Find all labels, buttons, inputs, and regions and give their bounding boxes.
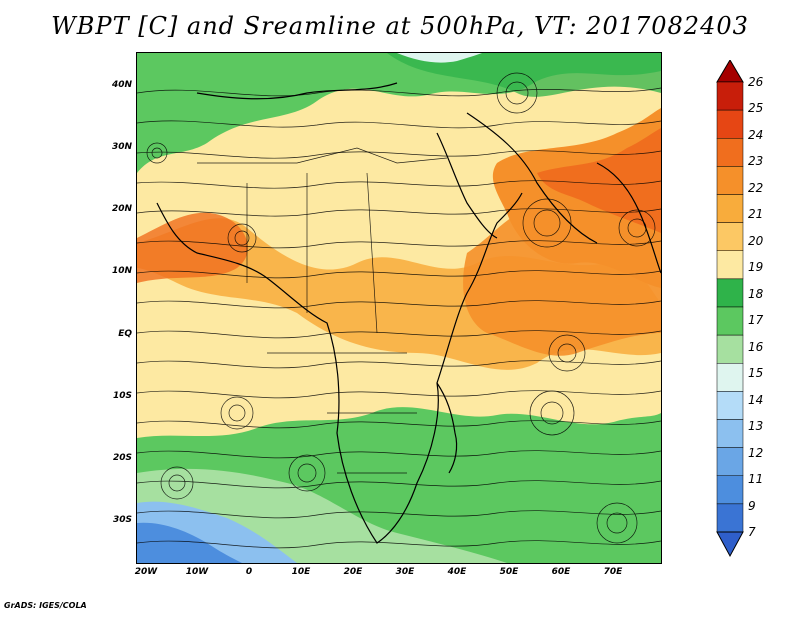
colorbar-box: [716, 81, 744, 111]
lon-label-50e: 50E: [499, 567, 519, 577]
map-panel: [136, 52, 662, 564]
colorbar-box: [716, 138, 744, 167]
lon-label-10w: 10W: [185, 567, 209, 577]
colorbar-box: [716, 419, 744, 448]
lon-label-20w: 20W: [134, 567, 158, 577]
colorbar-label: 18: [748, 286, 764, 301]
colorbar-label: 26: [748, 75, 764, 89]
africa-coast: [156, 192, 523, 544]
lat-label-40n: 40N: [111, 80, 132, 90]
colorbar-label: 23: [748, 154, 764, 169]
lon-label-40e: 40E: [447, 567, 467, 577]
colorbar-box: [716, 250, 744, 280]
colorbar-label: 15: [748, 366, 764, 381]
lon-label-20e: 20E: [343, 567, 363, 577]
lat-label-eq: EQ: [118, 329, 132, 339]
colorbar-box: [716, 363, 744, 392]
colorbar-box: [716, 391, 744, 420]
colorbar-label: 12: [748, 445, 764, 460]
colorbar-box: [716, 334, 744, 364]
colorbar-label: 20: [748, 233, 764, 248]
colorbar: [716, 60, 744, 558]
colorbar-box: [716, 503, 744, 533]
lat-label-20n: 20N: [111, 204, 132, 214]
colorbar-label: 11: [748, 472, 764, 487]
lat-label-10s: 10S: [112, 391, 132, 401]
colorbar-top-triangle: [716, 60, 744, 83]
colorbar-box: [716, 447, 744, 476]
lat-label-30n: 30N: [111, 142, 132, 152]
colorbar-label: 13: [748, 419, 764, 434]
lon-label-70e: 70E: [603, 567, 623, 577]
colorbar-box: [716, 475, 744, 505]
arabia-coast: [466, 112, 598, 244]
chart-title: WBPT [C] and Sreamline at 500hPa, VT: 20…: [51, 12, 749, 40]
colorbar-box: [716, 278, 744, 308]
north-light-blue: [397, 53, 482, 63]
colorbar-box: [716, 222, 744, 251]
colorbar-label: 24: [748, 127, 764, 142]
lat-label-30s: 30S: [112, 515, 132, 525]
colorbar-label: 9: [748, 498, 756, 513]
streamlines: [137, 72, 661, 549]
footer-credit: GrADS: IGES/COLA: [4, 601, 87, 610]
colorbar-label: 14: [748, 392, 764, 407]
lat-label-20s: 20S: [112, 453, 132, 463]
colorbar-bottom-triangle: [716, 531, 744, 558]
lon-label-60e: 60E: [551, 567, 571, 577]
north-green-core: [387, 53, 661, 97]
lon-label-10e: 10E: [291, 567, 311, 577]
southwest-blue-deep: [137, 522, 242, 563]
west-africa-orange: [137, 212, 248, 283]
colorbar-label: 25: [748, 101, 764, 116]
colorbar-box: [716, 166, 744, 195]
lon-label-30e: 30E: [395, 567, 415, 577]
lon-label-0: 0: [245, 567, 253, 577]
colorbar-label: 21: [748, 207, 764, 222]
india-coast: [596, 162, 661, 274]
colorbar-boxes: [716, 81, 744, 533]
mediterranean-coast: [196, 82, 398, 100]
colorbar-label: 16: [748, 339, 764, 354]
colorbar-label: 7: [748, 525, 756, 539]
colorbar-label: 19: [748, 260, 764, 275]
colorbar-box: [716, 306, 744, 336]
colorbar-label: 22: [748, 180, 764, 195]
colorbar-box: [716, 194, 744, 223]
map-svg: [137, 53, 661, 563]
colorbar-label: 17: [748, 313, 764, 328]
colorbar-box: [716, 109, 744, 139]
red-sea-west: [436, 132, 498, 239]
lat-label-10n: 10N: [111, 266, 132, 276]
